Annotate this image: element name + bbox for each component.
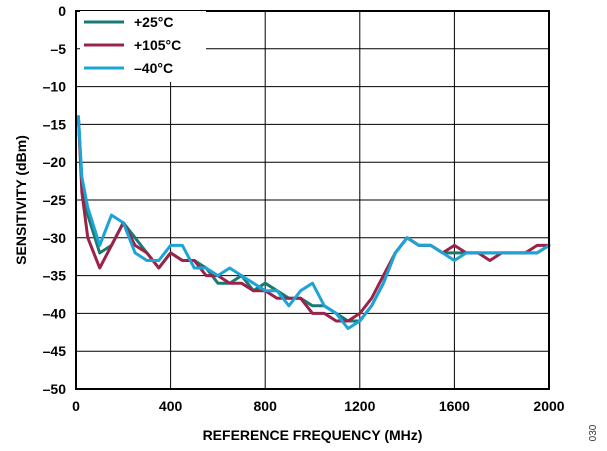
series-lines: [76, 115, 551, 330]
y-tick-label: –20: [43, 154, 67, 170]
y-tick-label: –30: [43, 230, 67, 246]
x-tick-label: 800: [254, 398, 278, 414]
series-line: [76, 115, 551, 323]
x-axis-title: REFERENCE FREQUENCY (MHz): [203, 427, 423, 443]
y-tick-label: –25: [43, 192, 67, 208]
y-tick-label: –15: [43, 116, 67, 132]
y-tick-label: –5: [50, 41, 66, 57]
x-axis-tick-labels: 0 400 800 1200 1600 2000: [72, 398, 565, 414]
x-tick-label: 400: [159, 398, 183, 414]
y-tick-label: –10: [43, 79, 67, 95]
y-axis-title: SENSITIVITY (dBm): [13, 135, 29, 265]
legend-label: –40°C: [134, 60, 173, 76]
plot-frame: [75, 10, 550, 390]
x-tick-label: 2000: [533, 398, 564, 414]
figure-id: 030: [588, 424, 599, 441]
x-tick-label: 0: [72, 398, 80, 414]
x-tick-label: 1200: [344, 398, 375, 414]
series-line: [76, 115, 551, 330]
legend: +25°C +105°C –40°C: [80, 11, 206, 82]
x-tick-label: 1600: [439, 398, 470, 414]
legend-label: +105°C: [134, 37, 181, 53]
y-tick-label: –35: [43, 268, 67, 284]
series-line: [76, 115, 551, 323]
y-tick-label: 0: [58, 3, 66, 19]
y-tick-label: –50: [43, 381, 67, 397]
y-axis-tick-labels: 0 –5 –10 –15 –20 –25 –30 –35 –40 –45 –50: [43, 3, 67, 397]
legend-label: +25°C: [134, 14, 173, 30]
y-tick-label: –40: [43, 305, 67, 321]
y-tick-label: –45: [43, 343, 67, 359]
